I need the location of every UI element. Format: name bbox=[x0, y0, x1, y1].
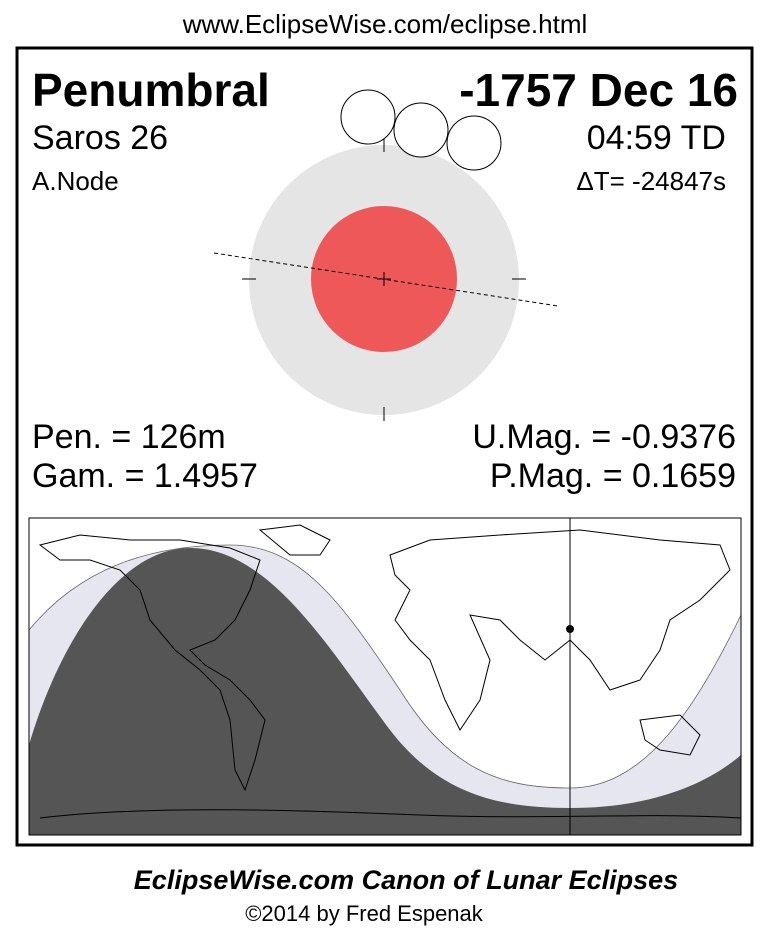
moon bbox=[393, 102, 449, 158]
moon bbox=[340, 89, 396, 145]
world-map bbox=[28, 517, 742, 836]
eclipse-type: Penumbral bbox=[32, 64, 270, 116]
coastlines bbox=[38, 524, 741, 819]
footer-title: EclipseWise.com Canon of Lunar Eclipses bbox=[134, 865, 678, 895]
umbral-zone bbox=[29, 548, 741, 835]
map-border bbox=[28, 517, 742, 836]
moon-path bbox=[213, 252, 559, 307]
saros: Saros 26 bbox=[32, 119, 168, 157]
time: 04:59 TD bbox=[587, 119, 726, 157]
gam: Gam. = 1.4957 bbox=[32, 457, 258, 495]
moon bbox=[446, 115, 502, 171]
pmag: P.Mag. = 0.1659 bbox=[490, 457, 736, 495]
url: www.EclipseWise.com/eclipse.html bbox=[182, 9, 588, 39]
delta-t: ΔT= -24847s bbox=[576, 166, 726, 196]
copyright: ©2014 by Fred Espenak bbox=[245, 901, 484, 926]
frame bbox=[15, 46, 754, 847]
pen: Pen. = 126m bbox=[32, 418, 226, 456]
subsolar-point bbox=[566, 625, 574, 633]
ticks bbox=[242, 138, 526, 421]
eclipse-diagram bbox=[213, 89, 559, 421]
eclipse-date: -1757 Dec 16 bbox=[459, 64, 738, 116]
node: A.Node bbox=[32, 166, 119, 196]
umag: U.Mag. = -0.9376 bbox=[472, 418, 736, 456]
